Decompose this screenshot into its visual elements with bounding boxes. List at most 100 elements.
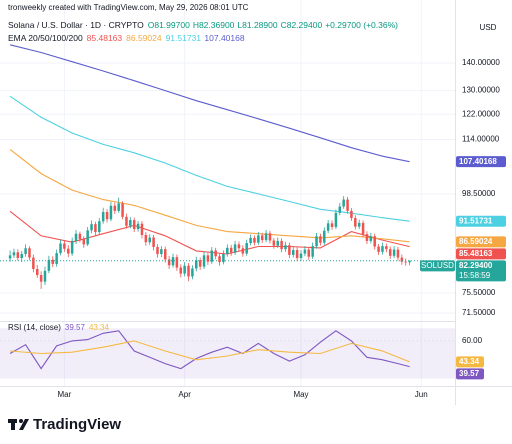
candle-body [101,212,105,222]
rsi-badge [456,356,484,368]
candle-body [198,260,202,267]
high: H82.36900 [193,20,235,30]
price-badge-label: 107.40168 [459,157,497,166]
change: +0.29700 (+0.36%) [325,20,398,30]
symbol: Solana / U.S. Dollar · 1D · CRYPTO [8,20,144,30]
ema-value: 91.51731 [166,33,202,43]
candle-body [392,249,396,256]
candle-body [295,250,299,259]
candle-body [140,223,144,235]
candle-body [210,250,214,262]
candle-body [183,265,186,274]
watermark: tronweekly created with TradingView.com,… [8,3,249,12]
price-badge-label: 86.59024 [459,237,493,246]
ema-line [9,44,410,163]
candle-body [276,240,279,246]
candle-body [249,237,252,244]
price-badge-label: 82.29400 [459,261,493,270]
candle-body [8,255,12,259]
price-badge-label: 91.51731 [459,216,493,225]
candle-body [241,248,245,254]
candle-body [206,255,210,262]
open: O81.99700 [148,20,190,30]
x-tick-label: Jun [415,390,428,399]
candle-body [148,237,151,243]
candle-body [288,245,291,255]
candle-body [152,237,155,247]
candle-body [98,221,101,233]
ema-value: 85.48163 [87,33,123,43]
candle-body [16,252,20,259]
candle-body [245,243,248,254]
candle-body [357,222,361,227]
candle-body [195,260,198,269]
candle-body [354,218,357,227]
candle-body [346,199,349,211]
candle-body [20,254,23,259]
candle-body [342,199,345,207]
candle-body [291,250,295,255]
candle-body [268,233,272,241]
countdown: 15:58:59 [459,271,491,280]
y-tick-label: 114.00000 [462,135,500,144]
price-badge [456,236,506,248]
rsi-ma-value: 43.34 [89,323,110,332]
candle-body [233,244,237,253]
candle-body [163,249,167,260]
rsi-line [10,340,410,363]
logo-part [19,419,29,430]
candle-body [307,249,311,257]
x-tick-label: Mar [57,390,71,399]
candle-body [179,267,183,274]
ema-legend: EMA 20/50/100/200 85.48163 86.59024 91.5173… [8,33,245,43]
candle-body [214,250,217,257]
close: C82.29400 [281,20,323,30]
candle-body [385,246,388,250]
candle-body [121,203,124,217]
candle-body [171,257,175,266]
candle-body [388,249,392,256]
symbol-badge-label: SOLUSD [421,261,454,270]
candle-body [330,223,334,228]
rsi-badge-label: 39.57 [459,369,480,378]
rsi-line [9,330,410,370]
ema-line [9,148,410,243]
rsi-badge-label: 43.34 [459,357,480,366]
candle-body [226,247,229,255]
candle-body [369,236,373,241]
y-tick-label: 130.00000 [462,86,500,95]
candle-body [132,220,136,230]
currency: USD [480,23,497,32]
y-tick-label: 122.00000 [462,109,500,118]
ema-value: 86.59024 [126,33,162,43]
indicator: EMA 20/50/100/200 [8,33,83,43]
logo-part [19,419,23,423]
candle-body [284,245,287,250]
candle-body [334,212,338,228]
candle-body [396,249,400,258]
candle-body [113,205,117,211]
y-tick-label: 60.00 [462,336,483,345]
candle-body [222,254,225,263]
candle-body [175,257,179,268]
candle-body [39,275,43,282]
candle-body [51,259,55,264]
candle-body [167,259,171,266]
candle-body [381,246,384,252]
logo-part [11,419,15,430]
candle-body [280,240,283,250]
candle-body [191,268,194,277]
symbol-legend: Solana / U.S. Dollar · 1D · CRYPTO O81.99… [8,20,398,30]
price-badge [456,156,506,168]
candle-body [74,233,78,241]
candle-body [365,234,369,241]
candle-body [260,235,264,241]
price-badge [456,215,506,227]
candle-body [315,236,318,247]
candle-body [323,230,326,243]
rsi-band [0,328,455,379]
candle-body [63,243,66,249]
candle-body [257,235,260,243]
candle-body [125,216,128,226]
